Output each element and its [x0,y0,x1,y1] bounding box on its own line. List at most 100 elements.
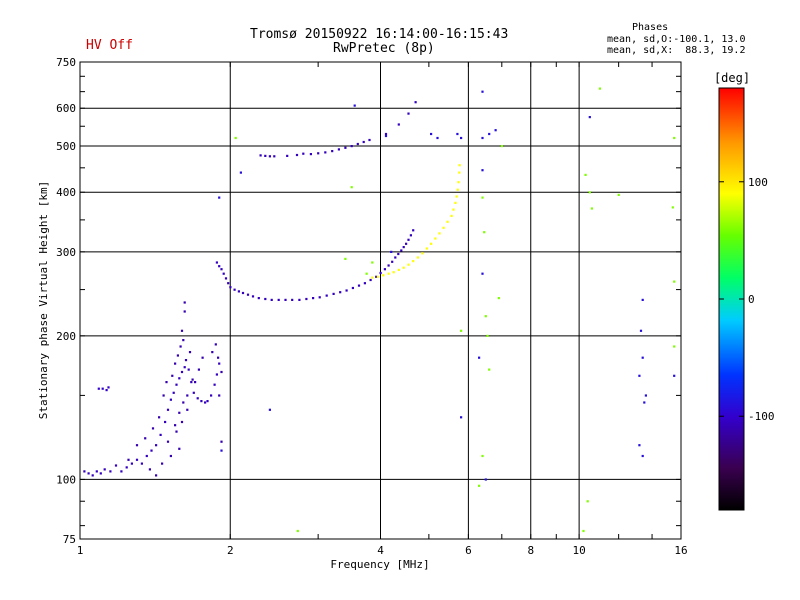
echo-point [500,145,503,148]
echo-point [353,104,356,107]
echo-point [478,484,481,487]
echo-point [291,298,294,301]
echo-point [673,280,676,283]
echo-point [494,129,497,132]
echo-point [175,430,178,433]
echo-point [590,207,593,210]
echo-point [446,220,449,223]
echo-point [114,464,118,467]
echo-point [643,401,646,404]
echo-point [180,370,184,374]
echo-point [214,343,217,346]
echo-point [351,286,354,290]
echo-point [302,152,305,155]
echo-point [414,101,417,104]
echo-point [174,424,177,427]
echo-point [229,286,232,289]
echo-point [397,252,400,256]
echo-point [224,277,228,280]
echo-point [407,238,410,241]
grid-lines [80,62,681,539]
echo-point [241,291,245,295]
echo-point [460,136,463,140]
y-tick-label: 100 [56,473,76,486]
echo-point [87,472,90,475]
echo-point [421,252,424,255]
echo-point [384,132,388,136]
echo-point [312,297,315,300]
echo-point [436,136,439,140]
echo-point [220,449,223,452]
echo-point [384,134,388,138]
echo-point [397,268,400,271]
echo-point [101,387,104,390]
echo-point [383,268,386,271]
echo-point [213,383,216,386]
colorbar-tick-label: -100 [748,410,775,423]
echo-point [458,164,461,167]
echo-point [586,500,589,503]
echo-point [481,454,484,458]
echo-point [264,297,267,301]
echo-point [481,136,484,140]
echo-point [405,242,408,245]
echo-point [457,181,460,184]
echo-point [371,276,374,279]
y-tick-label: 200 [56,330,76,343]
echo-point [286,154,289,157]
echo-point [284,298,287,301]
echo-point [671,206,674,209]
echo-point [430,132,433,136]
echo-point [140,462,143,465]
echo-point [196,397,199,400]
y-tick-label: 500 [56,140,76,153]
echo-point [148,468,151,471]
echo-point [183,366,186,369]
echo-point [309,153,312,156]
echo-point [270,298,273,301]
echo-point [412,229,415,232]
echo-point [201,356,204,359]
echo-point [178,447,181,450]
echo-point [172,391,175,394]
echo-point [211,351,214,354]
echo-point [186,408,189,411]
echo-point [150,449,153,452]
echo-point [641,356,644,359]
echo-point [257,297,260,300]
echo-point [407,263,410,266]
echo-point [200,400,203,403]
echo-point [673,345,676,348]
echo-point [317,152,320,155]
echo-point [246,293,250,296]
echo-point [452,208,455,211]
chart-title: Tromsø 20150922 16:14:00-16:15:43 [250,27,509,42]
echo-point [345,289,348,292]
echo-point [598,87,601,90]
echo-point [332,292,335,295]
y-tick-label: 300 [56,246,76,259]
echo-point [127,458,130,461]
echo-point [277,298,280,301]
echo-point [582,529,585,533]
echo-point [325,294,328,297]
echo-point [197,368,200,371]
echo-point [99,472,102,475]
hv-status: HV Off [86,38,133,53]
echo-point [171,374,174,377]
echo-point [456,188,459,191]
echo-point [456,132,459,136]
phase-stats-x: mean, sd,X: 88.3, 19.2 [607,45,746,56]
y-axis-label: Stationary phase Virtual Height [km] [37,181,50,419]
echo-point [298,298,301,301]
echo-point [641,454,644,458]
echo-point [227,282,230,285]
echo-point [638,374,641,377]
echo-point [644,394,647,397]
echo-point [400,249,403,252]
echo-point [362,140,365,144]
echo-point [220,440,223,443]
colorbar-frame [718,87,745,511]
echo-point [166,408,170,411]
echo-point [144,437,147,440]
